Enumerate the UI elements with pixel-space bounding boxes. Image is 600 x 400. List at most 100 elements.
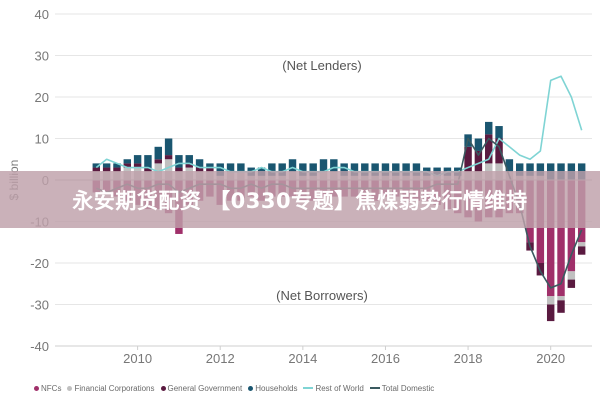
bar-general-government xyxy=(474,150,483,172)
legend-swatch xyxy=(160,385,166,391)
bar-general-government xyxy=(133,163,142,168)
bar-general-government xyxy=(464,146,472,172)
y-tick-label: -30 xyxy=(30,298,49,313)
bar-households xyxy=(185,155,193,164)
legend-item: Total Domestic xyxy=(369,383,435,393)
bar-households xyxy=(515,163,524,176)
legend-label: Financial Corporations xyxy=(74,383,155,393)
legend-label: NFCs xyxy=(41,383,62,393)
bar-general-government xyxy=(144,167,152,172)
bar-general-government xyxy=(123,163,132,168)
x-tick-label: 2020 xyxy=(536,351,565,366)
bar-general-government xyxy=(195,167,204,172)
bar-households xyxy=(474,138,483,151)
y-tick-label: 30 xyxy=(35,49,49,64)
bar-financial-corporations xyxy=(557,296,565,301)
chart-legend: NFCs Financial Corporations General Govern… xyxy=(34,380,594,396)
bar-households xyxy=(102,163,111,168)
bar-general-government xyxy=(567,279,576,288)
bar-general-government xyxy=(102,167,111,172)
legend-label: General Government xyxy=(167,383,243,393)
legend-swatch xyxy=(369,387,380,389)
bar-general-government xyxy=(485,134,493,164)
bar-households xyxy=(309,163,317,176)
bar-households xyxy=(402,163,410,176)
legend-item: NFCs xyxy=(34,384,61,393)
bar-households xyxy=(495,126,503,139)
x-tick-label: 2016 xyxy=(371,351,400,366)
bar-households xyxy=(330,159,338,172)
bar-financial-corporations xyxy=(546,296,555,305)
bar-households xyxy=(526,163,534,176)
legend-item: Rest of World xyxy=(303,383,364,393)
bar-households xyxy=(536,163,545,176)
bar-financial-corporations xyxy=(567,271,576,280)
bar-households xyxy=(268,163,276,176)
x-tick-label: 2010 xyxy=(123,351,152,366)
bar-households xyxy=(123,159,132,164)
x-tick-label: 2018 xyxy=(454,351,483,366)
bar-households xyxy=(505,159,514,172)
legend-swatch xyxy=(303,387,314,389)
x-tick-label: 2012 xyxy=(206,351,235,366)
bar-households xyxy=(164,138,173,156)
bar-general-government xyxy=(185,163,193,168)
bar-nfcs xyxy=(557,180,565,297)
bar-general-government xyxy=(495,138,503,164)
y-tick-label: 20 xyxy=(35,90,49,105)
bar-households xyxy=(216,163,224,176)
axes-group: -40-30-20-100102030402010201220142016201… xyxy=(30,7,592,366)
bar-households xyxy=(144,155,152,168)
bar-nfcs xyxy=(546,180,555,297)
bar-households xyxy=(175,155,183,168)
bar-households xyxy=(278,163,286,176)
bar-households xyxy=(350,163,359,176)
bar-households xyxy=(195,159,204,168)
bar-households xyxy=(113,163,121,168)
bar-general-government xyxy=(113,167,121,172)
bar-households xyxy=(226,163,235,172)
bar-households xyxy=(92,163,101,168)
legend-item: General Government xyxy=(160,383,243,393)
bar-financial-corporations xyxy=(577,242,586,247)
legend-item: Financial Corporations xyxy=(67,383,155,393)
legend-swatch xyxy=(67,385,73,391)
y-tick-label: 40 xyxy=(35,7,49,22)
bar-households xyxy=(154,146,162,160)
bar-financial-corporations xyxy=(164,159,173,180)
bar-general-government xyxy=(206,167,214,172)
legend-label: Total Domestic xyxy=(381,383,435,393)
legend-item: Households xyxy=(248,384,297,393)
bar-households xyxy=(319,159,328,172)
overlay-banner: 永安期货配资 【0330专题】焦煤弱势行情维持 xyxy=(0,171,600,228)
bar-general-government xyxy=(577,246,586,255)
legend-label: Households xyxy=(255,383,298,393)
annotation-net-borrowers: (Net Borrowers) xyxy=(276,288,368,303)
x-tick-label: 2014 xyxy=(288,351,317,366)
bar-households xyxy=(361,163,369,176)
bar-households xyxy=(237,163,245,172)
bar-general-government xyxy=(546,304,555,322)
bar-households xyxy=(412,163,421,176)
banner-text: 永安期货配资 【0330专题】焦煤弱势行情维持 xyxy=(72,188,528,213)
bar-general-government xyxy=(175,167,183,172)
bar-households xyxy=(206,163,214,168)
bar-households xyxy=(381,163,390,176)
bar-households xyxy=(371,163,379,176)
legend-label: Rest of World xyxy=(315,383,364,393)
bar-households xyxy=(392,163,400,176)
bar-general-government xyxy=(557,300,565,313)
bar-general-government xyxy=(92,167,101,172)
bar-households xyxy=(133,155,142,164)
y-tick-label: -20 xyxy=(30,256,49,271)
y-tick-label: -40 xyxy=(30,339,49,354)
bar-households xyxy=(299,163,307,176)
bar-general-government xyxy=(164,155,173,160)
line-rest-of-world xyxy=(95,75,583,177)
legend-swatch xyxy=(34,385,39,391)
bar-households xyxy=(485,121,493,135)
legend-swatch xyxy=(248,385,254,391)
annotation-net-lenders: (Net Lenders) xyxy=(282,58,361,73)
bar-households xyxy=(340,163,348,176)
bar-general-government xyxy=(154,159,162,164)
